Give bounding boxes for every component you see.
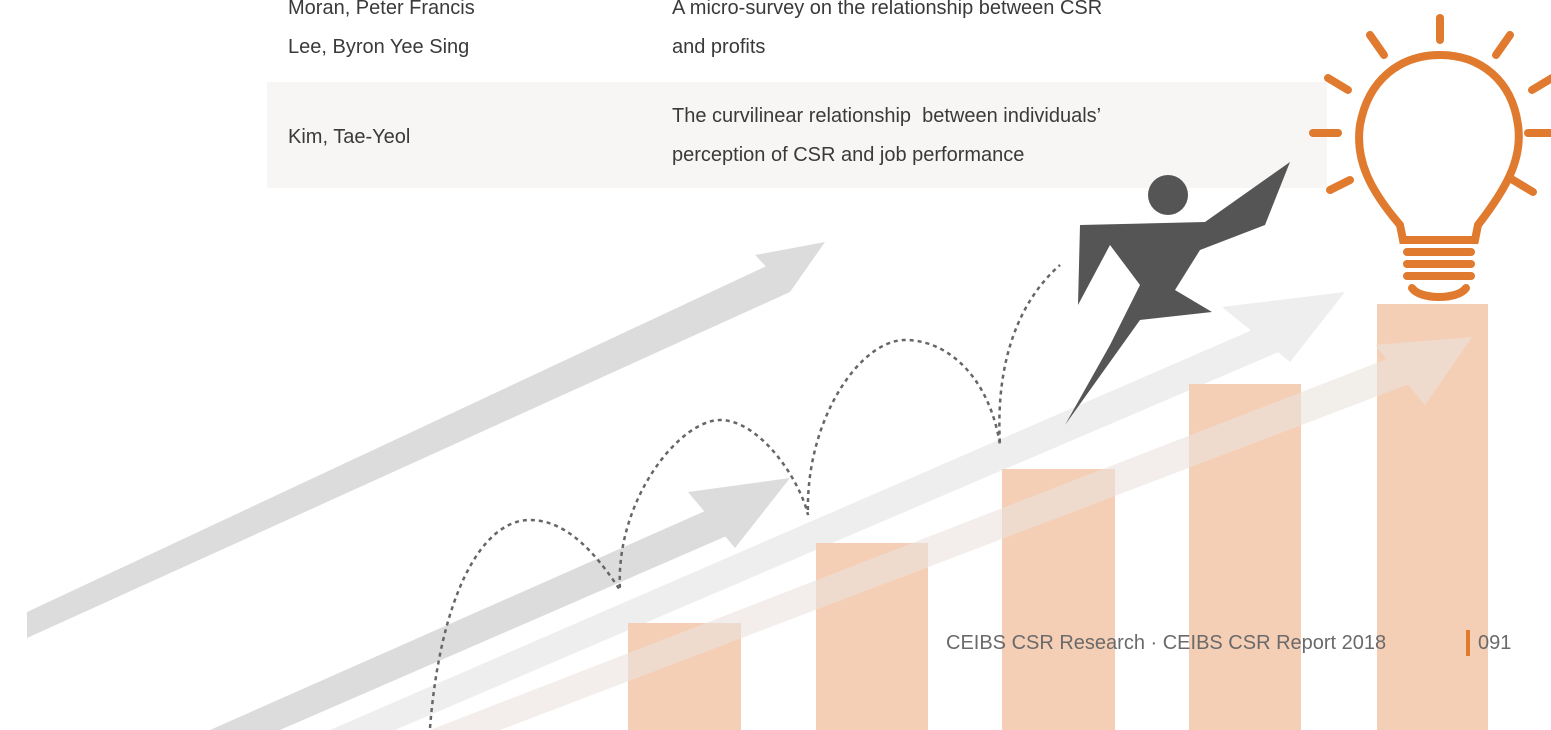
- author: Kim, Tae-Yeol: [288, 125, 410, 149]
- separator: [1466, 630, 1470, 656]
- paper-title: perception of CSR and job performance: [672, 143, 1024, 167]
- ray: [1532, 78, 1551, 90]
- ray: [1370, 35, 1384, 55]
- paper-title: and profits: [672, 35, 765, 59]
- overlay-arrow: [430, 337, 1472, 730]
- ray: [1328, 78, 1348, 90]
- ray: [1330, 180, 1350, 190]
- ray: [1496, 35, 1510, 55]
- arrow: [330, 318, 1295, 730]
- ray: [1513, 180, 1533, 192]
- bulb-glass: [1359, 55, 1519, 240]
- paper-title: A micro-survey on the relationship betwe…: [672, 0, 1102, 20]
- bulb-tip: [1412, 288, 1466, 297]
- paper-title: The curvilinear relationship between ind…: [672, 104, 1101, 128]
- author: Lee, Byron Yee Sing: [288, 35, 469, 59]
- head: [1148, 175, 1188, 215]
- footer-text: CEIBS CSR Research · CEIBS CSR Report 20…: [946, 631, 1386, 655]
- author: Moran, Peter Francis: [288, 0, 475, 20]
- bulb: [1313, 18, 1551, 297]
- page-number: 091: [1478, 631, 1511, 655]
- page: Moran, Peter Francis Lee, Byron Yee Sing…: [0, 0, 1551, 730]
